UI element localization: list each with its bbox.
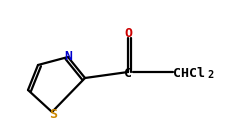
Text: 2: 2	[208, 70, 214, 80]
Text: N: N	[64, 49, 72, 63]
Text: O: O	[124, 27, 132, 39]
Text: S: S	[49, 107, 57, 121]
Text: CHCl: CHCl	[173, 66, 205, 80]
Text: C: C	[124, 66, 132, 80]
